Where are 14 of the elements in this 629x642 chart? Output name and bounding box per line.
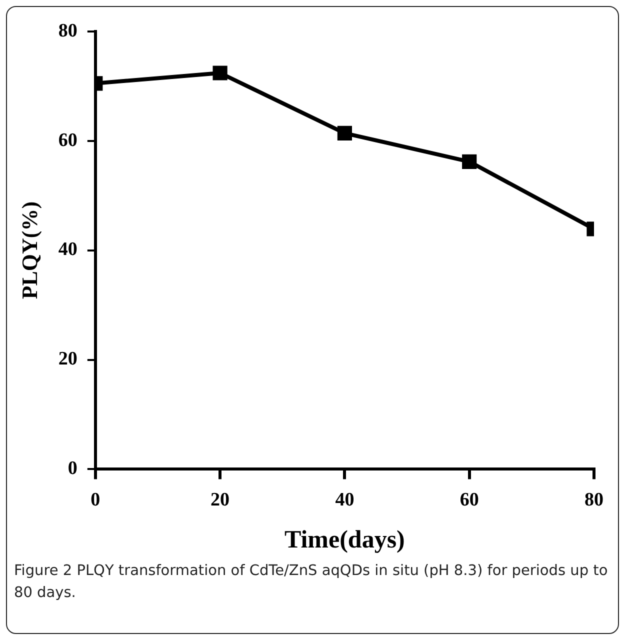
y-tick-label: 80	[58, 20, 78, 42]
x-tick-label: 0	[90, 490, 100, 511]
x-tick-label: 80	[584, 490, 604, 511]
y-tick-label: 40	[58, 239, 78, 260]
y-tick-label: 20	[58, 348, 78, 370]
point	[337, 126, 352, 140]
y-axis-title: PLQY(%)	[16, 201, 42, 300]
x-tick-label: 20	[210, 490, 230, 511]
x-axis-title: Time(days)	[284, 526, 405, 554]
x-tick-label: 40	[335, 490, 354, 511]
y-tick-label: 60	[58, 130, 78, 151]
y-tick-label: 0	[68, 458, 78, 480]
caption: Figure 2 PLQY transformation of CdTe/ZnS aqQDs in situ (pH 8.3) for periods up to 80 days.	[14, 562, 609, 603]
x-tick-label: 60	[460, 490, 479, 511]
